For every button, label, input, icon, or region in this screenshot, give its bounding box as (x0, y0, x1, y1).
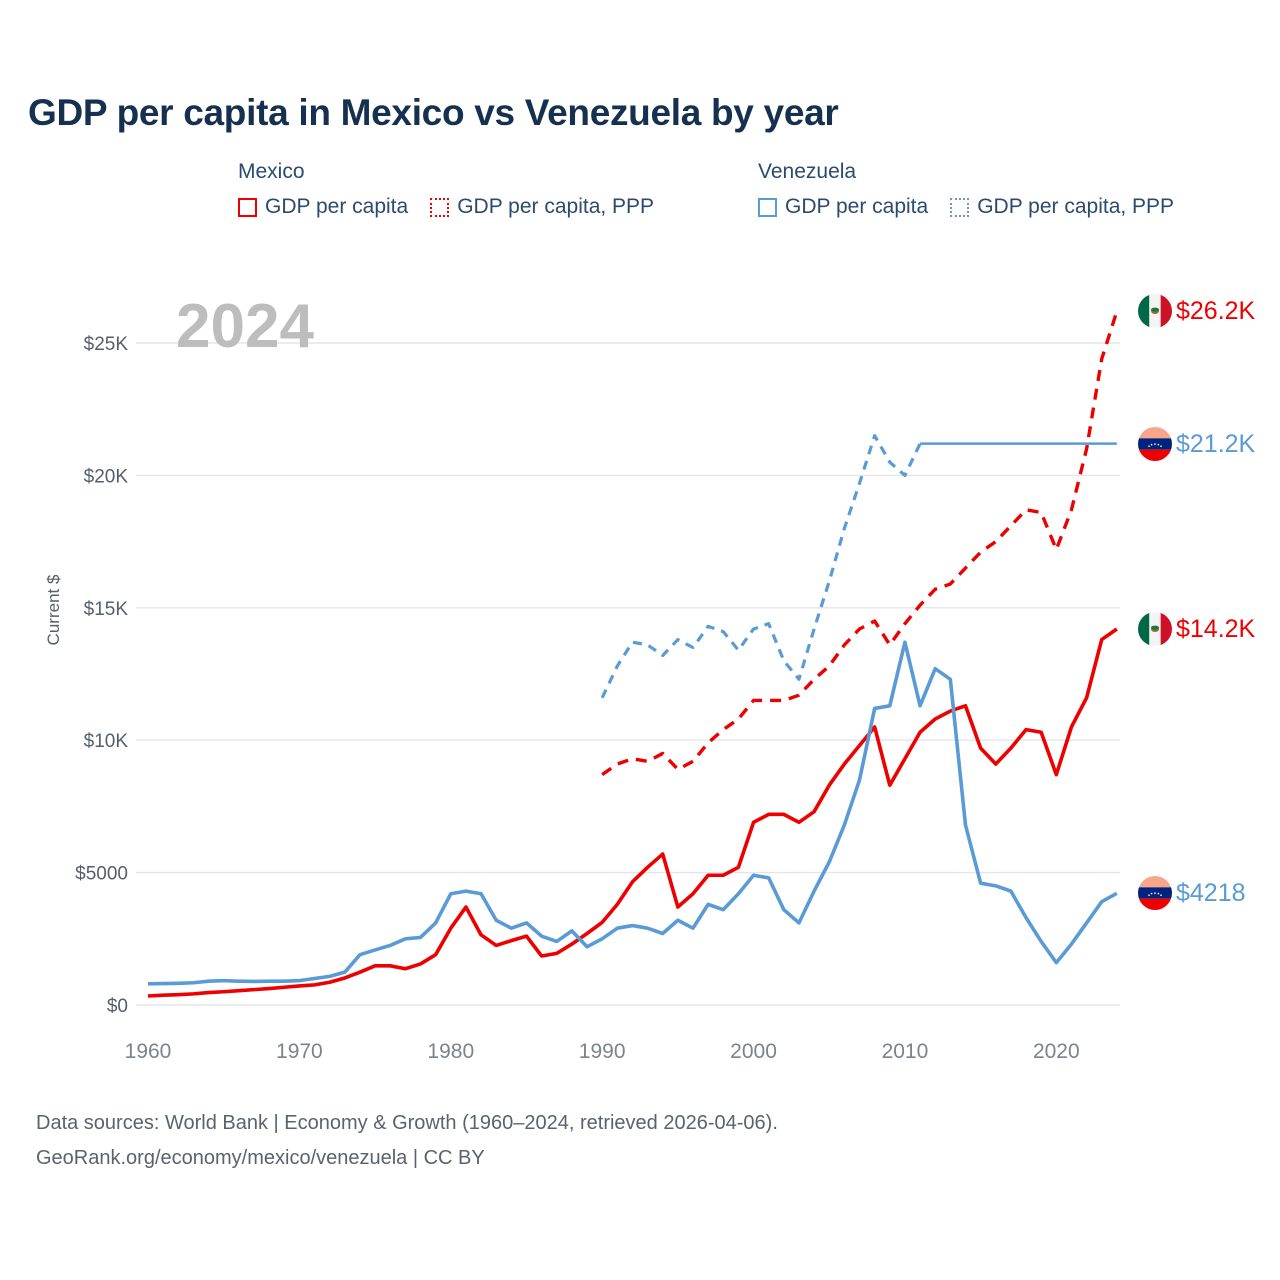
y-axis-tick-label: $10K (84, 731, 129, 752)
footer-line-2: GeoRank.org/economy/mexico/venezuela | C… (36, 1147, 485, 1169)
legend-label-mexico-gdp: GDP per capita (265, 195, 409, 218)
y-axis-label: Current $ (44, 574, 63, 646)
legend-group-venezuela: Venezuela GDP per capita GDP per capita,… (758, 160, 1174, 219)
legend-swatch-dotted-icon (950, 197, 970, 217)
legend-item-mexico-gdp[interactable]: GDP per capita (238, 195, 408, 219)
legend-label-mexico-ppp: GDP per capita, PPP (457, 195, 655, 218)
series-line (147, 640, 1118, 986)
series-line (601, 310, 1119, 777)
end-label-mexico-ppp: $26.2K (1176, 297, 1256, 326)
x-axis-tick-label: 1970 (276, 1040, 323, 1063)
x-axis-tick-label: 1960 (125, 1040, 172, 1063)
legend-item-venezuela-gdp[interactable]: GDP per capita (758, 195, 928, 219)
legend-item-venezuela-ppp[interactable]: GDP per capita, PPP (950, 195, 1174, 219)
y-axis-tick-label: $15K (84, 599, 129, 620)
y-axis-tick-label: $20K (84, 466, 129, 487)
mexico-flag-icon (1138, 611, 1172, 646)
page-title: GDP per capita in Mexico vs Venezuela by… (28, 92, 839, 133)
chart-legend: Mexico GDP per capita GDP per capita, PP… (0, 160, 1280, 250)
venezuela-flag-icon (1138, 426, 1172, 461)
legend-group-mexico: Mexico GDP per capita GDP per capita, PP… (238, 160, 654, 219)
footer-line-1: Data sources: World Bank | Economy & Gro… (36, 1112, 778, 1134)
legend-label-venezuela-gdp: GDP per capita (785, 195, 929, 218)
y-axis-tick-label: $5000 (75, 864, 128, 885)
footer-attribution: Data sources: World Bank | Economy & Gro… (36, 1106, 778, 1176)
legend-country-venezuela: Venezuela (758, 160, 857, 183)
data-series (147, 310, 1119, 998)
x-axis-ticks: 1960 1970 1980 1990 2000 2010 2020 (125, 1040, 1080, 1063)
y-axis-tick-label: $25K (84, 334, 129, 355)
y-axis-ticks: $0 $5000 $10K $15K $20K $25K (75, 334, 128, 1017)
legend-swatch-solid-icon (238, 197, 257, 217)
legend-item-mexico-ppp[interactable]: GDP per capita, PPP (430, 195, 654, 219)
x-axis-tick-label: 2000 (730, 1040, 777, 1063)
end-label-venezuela-gdp: $4218 (1176, 879, 1246, 908)
year-watermark: 2024 (176, 292, 314, 361)
legend-label-venezuela-ppp: GDP per capita, PPP (977, 195, 1175, 218)
y-axis-tick-label: $0 (107, 996, 128, 1017)
end-label-mexico-gdp: $14.2K (1176, 614, 1256, 643)
x-axis-tick-label: 1980 (427, 1040, 474, 1063)
series-line (147, 627, 1118, 998)
gridlines (136, 342, 1120, 1006)
x-axis-tick-label: 1990 (579, 1040, 626, 1063)
legend-country-mexico: Mexico (238, 160, 305, 183)
legend-swatch-dotted-icon (430, 197, 450, 217)
x-axis-tick-label: 2010 (882, 1040, 929, 1063)
mexico-flag-icon (1138, 294, 1172, 329)
venezuela-flag-icon (1138, 876, 1172, 911)
series-line (600, 434, 922, 699)
legend-swatch-solid-icon (758, 197, 777, 217)
end-label-venezuela-ppp: $21.2K (1176, 429, 1256, 458)
x-axis-tick-label: 2020 (1033, 1040, 1080, 1063)
